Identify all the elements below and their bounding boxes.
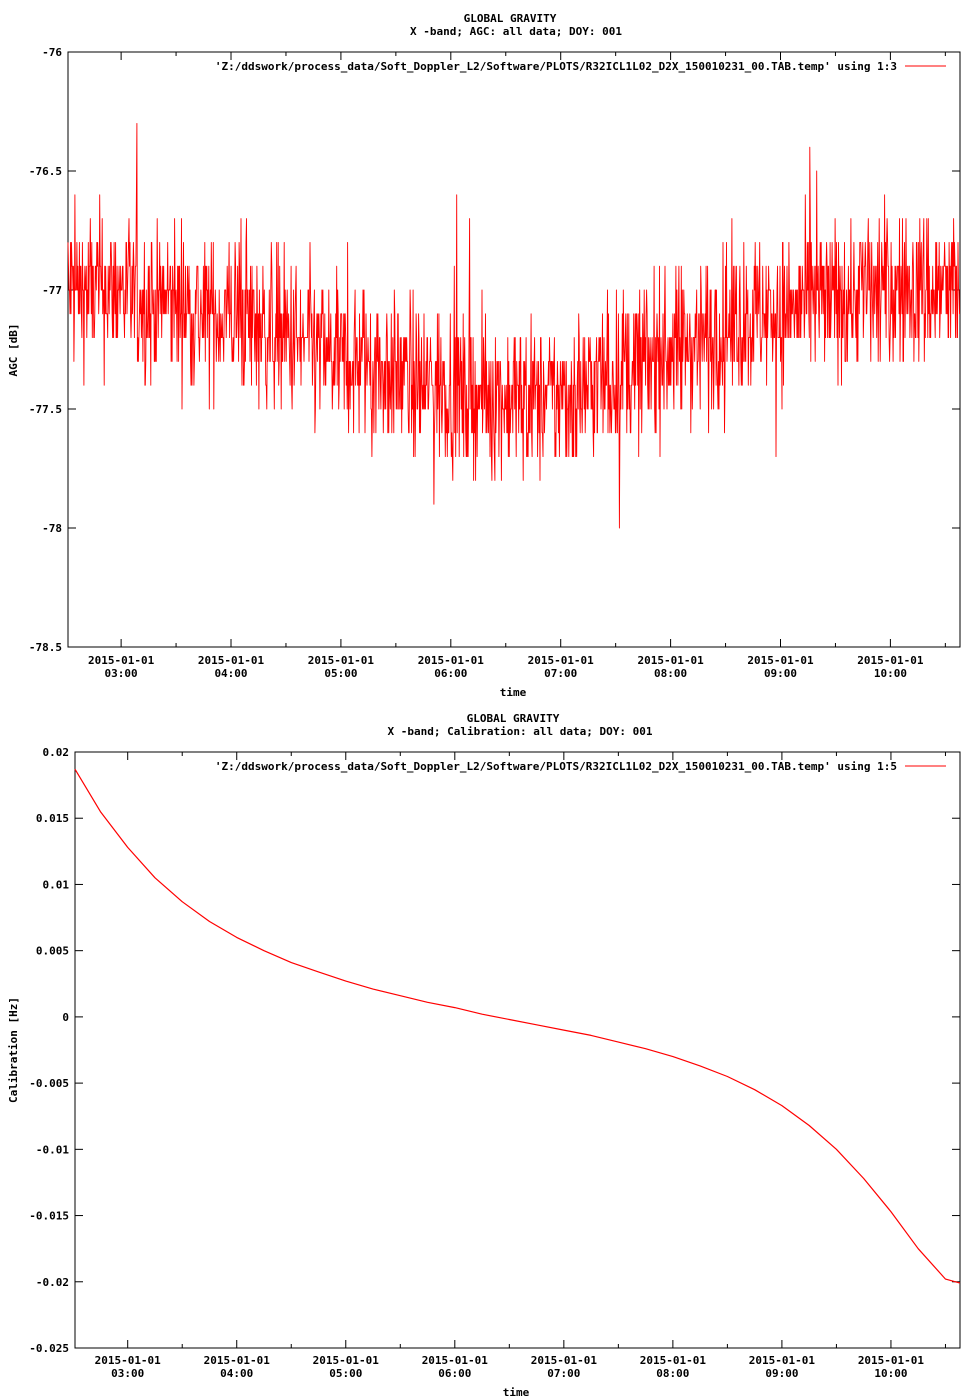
agc-chart: GLOBAL GRAVITY X -band; AGC: all data; D…: [7, 12, 961, 699]
legend-label: 'Z:/ddswork/process_data/Soft_Doppler_L2…: [215, 60, 897, 73]
x-tick-date: 2015-01-01: [198, 654, 265, 667]
x-tick-date: 2015-01-01: [88, 654, 155, 667]
x-tick-time: 09:00: [765, 1367, 798, 1380]
x-tick-time: 04:00: [220, 1367, 253, 1380]
plot-frame: [74, 751, 961, 1349]
legend: 'Z:/ddswork/process_data/Soft_Doppler_L2…: [215, 760, 946, 773]
x-tick-date: 2015-01-01: [313, 1354, 380, 1367]
y-tick-label: -76: [42, 46, 62, 59]
x-tick-date: 2015-01-01: [858, 1354, 925, 1367]
x-tick-time: 03:00: [105, 667, 138, 680]
y-tick-label: -0.005: [29, 1077, 69, 1090]
x-tick-time: 08:00: [654, 667, 687, 680]
x-tick-time: 07:00: [544, 667, 577, 680]
series-line: [67, 122, 960, 529]
y-tick-label: -77: [42, 284, 62, 297]
series-line: [74, 768, 961, 1284]
x-tick-time: 08:00: [656, 1367, 689, 1380]
y-axis-label: Calibration [Hz]: [7, 997, 20, 1103]
x-tick-time: 06:00: [438, 1367, 471, 1380]
y-tick-label: -76.5: [29, 165, 62, 178]
x-tick-date: 2015-01-01: [747, 654, 814, 667]
x-tick-date: 2015-01-01: [749, 1354, 816, 1367]
x-tick-time: 05:00: [329, 1367, 362, 1380]
x-tick-time: 09:00: [764, 667, 797, 680]
x-tick-date: 2015-01-01: [422, 1354, 489, 1367]
series-group: [74, 768, 961, 1284]
y-tick-label: -0.01: [36, 1143, 69, 1156]
y-tick-label: 0.005: [36, 945, 69, 958]
y-tick-label: -78: [42, 522, 62, 535]
chart-subtitle: X -band; AGC: all data; DOY: 001: [410, 25, 622, 38]
x-tick-time: 05:00: [324, 667, 357, 680]
x-tick-time: 04:00: [214, 667, 247, 680]
y-tick-label: 0.01: [43, 878, 70, 891]
plot-frame: [67, 51, 961, 648]
chart-subtitle: X -band; Calibration: all data; DOY: 001: [388, 725, 653, 738]
x-tick-date: 2015-01-01: [531, 1354, 598, 1367]
y-axis: -76 -76.5 -77 -77.5 -78 -78.5: [29, 46, 960, 654]
x-axis: 2015-01-0103:002015-01-0104:002015-01-01…: [88, 52, 946, 680]
y-tick-label: -0.025: [29, 1342, 69, 1355]
x-tick-date: 2015-01-01: [640, 1354, 707, 1367]
x-tick-date: 2015-01-01: [528, 654, 595, 667]
y-axis-label: AGC [dB]: [7, 324, 20, 377]
y-tick-label: -77.5: [29, 403, 62, 416]
y-tick-label: -0.02: [36, 1276, 69, 1289]
x-tick-date: 2015-01-01: [637, 654, 704, 667]
x-tick-time: 03:00: [111, 1367, 144, 1380]
x-axis-label: time: [500, 686, 527, 699]
chart-title: GLOBAL GRAVITY: [464, 12, 557, 25]
x-tick-time: 07:00: [547, 1367, 580, 1380]
y-axis: 0.02 0.015 0.01 0.005 0 -0.005 -0.01 -0.015 -0.0…: [29, 746, 960, 1355]
x-tick-time: 06:00: [434, 667, 467, 680]
series-group: [67, 122, 960, 529]
x-tick-date: 2015-01-01: [95, 1354, 162, 1367]
x-axis-label: time: [503, 1386, 530, 1399]
calibration-chart: GLOBAL GRAVITY X -band; Calibration: all…: [7, 712, 961, 1399]
x-tick-time: 10:00: [874, 1367, 907, 1380]
chart-title: GLOBAL GRAVITY: [467, 712, 560, 725]
x-tick-date: 2015-01-01: [857, 654, 924, 667]
x-axis: 2015-01-0103:002015-01-0104:002015-01-01…: [95, 752, 946, 1380]
x-tick-date: 2015-01-01: [418, 654, 485, 667]
x-tick-time: 10:00: [874, 667, 907, 680]
y-tick-label: -78.5: [29, 641, 62, 654]
legend: 'Z:/ddswork/process_data/Soft_Doppler_L2…: [215, 60, 946, 73]
y-tick-label: 0.015: [36, 812, 69, 825]
x-tick-date: 2015-01-01: [204, 1354, 271, 1367]
y-tick-label: 0: [62, 1011, 69, 1024]
x-tick-date: 2015-01-01: [308, 654, 375, 667]
legend-label: 'Z:/ddswork/process_data/Soft_Doppler_L2…: [215, 760, 897, 773]
y-tick-label: -0.015: [29, 1210, 69, 1223]
y-tick-label: 0.02: [43, 746, 70, 759]
